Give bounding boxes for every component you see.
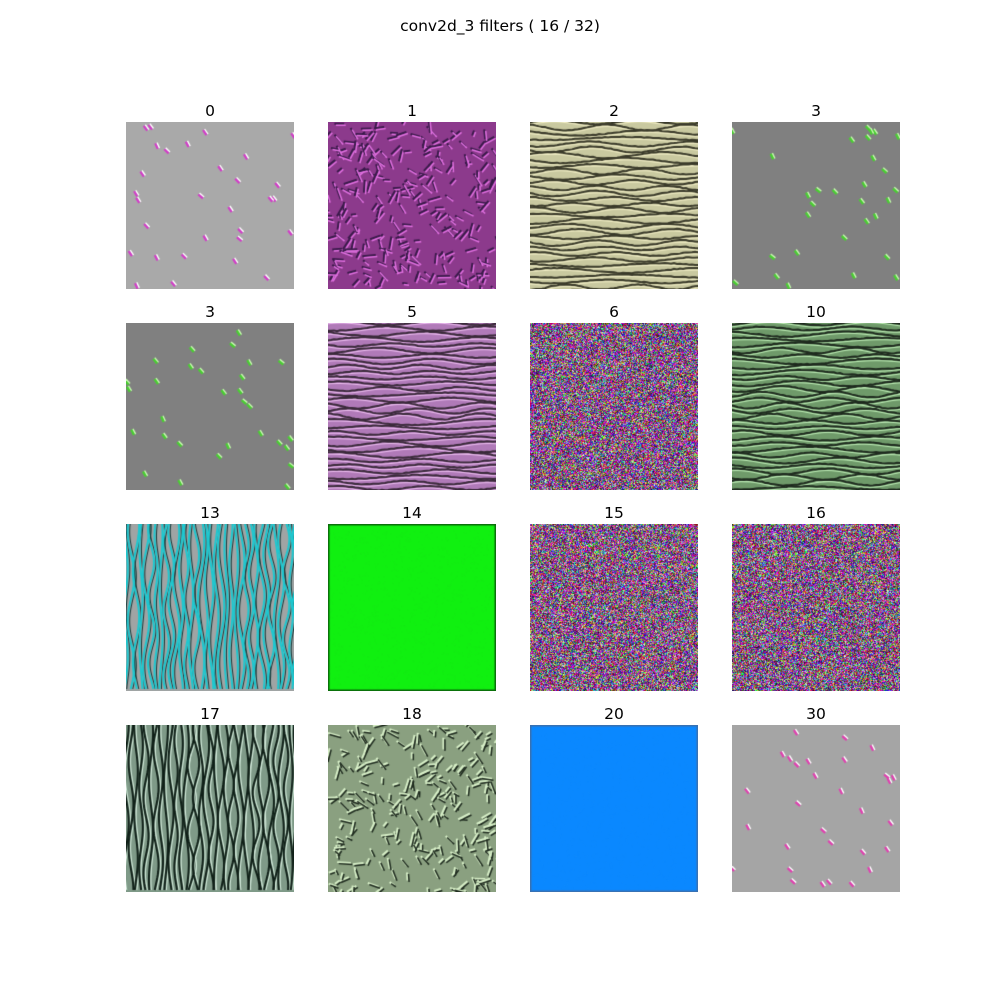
filter-index-label: 30 (806, 705, 826, 723)
filter-index-label: 14 (402, 504, 422, 522)
filter-panel: 14 (328, 503, 496, 691)
filter-panel: 13 (126, 503, 294, 691)
filter-visualization-image (126, 524, 294, 691)
filter-index-label: 3 (205, 303, 215, 321)
filter-index-label: 13 (200, 504, 220, 522)
filter-panel: 30 (732, 704, 900, 892)
filter-index-label: 18 (402, 705, 422, 723)
filter-index-label: 5 (407, 303, 417, 321)
filter-visualization-image (328, 725, 496, 892)
filter-panel: 0 (126, 101, 294, 289)
filter-index-label: 3 (811, 102, 821, 120)
filter-index-label: 16 (806, 504, 826, 522)
filter-visualization-image (530, 524, 698, 691)
filter-visualization-image (328, 323, 496, 490)
filter-panel: 10 (732, 302, 900, 490)
filter-index-label: 15 (604, 504, 624, 522)
filter-visualization-image (126, 725, 294, 892)
filter-index-label: 17 (200, 705, 220, 723)
filter-index-label: 20 (604, 705, 624, 723)
filter-visualization-image (328, 524, 496, 691)
filter-panel: 18 (328, 704, 496, 892)
filter-visualization-image (126, 122, 294, 289)
filter-index-label: 6 (609, 303, 619, 321)
filter-index-label: 10 (806, 303, 826, 321)
filter-visualization-image (328, 122, 496, 289)
filter-visualization-image (126, 323, 294, 490)
filter-visualization-image (530, 323, 698, 490)
filter-index-label: 0 (205, 102, 215, 120)
figure-title: conv2d_3 filters ( 16 / 32) (400, 17, 600, 35)
filter-visualization-image (530, 122, 698, 289)
filter-index-label: 2 (609, 102, 619, 120)
filter-panel: 6 (530, 302, 698, 490)
filter-panel: 2 (530, 101, 698, 289)
filter-panel: 15 (530, 503, 698, 691)
filter-visualization-image (530, 725, 698, 892)
filter-panel: 17 (126, 704, 294, 892)
filter-index-label: 1 (407, 102, 417, 120)
filter-visualization-image (732, 524, 900, 691)
filter-visualization-image (732, 725, 900, 892)
filter-panel: 3 (732, 101, 900, 289)
filter-panel: 16 (732, 503, 900, 691)
filter-visualization-image (732, 323, 900, 490)
filter-panel: 1 (328, 101, 496, 289)
filter-visualization-image (732, 122, 900, 289)
filter-panel: 3 (126, 302, 294, 490)
filter-panel: 20 (530, 704, 698, 892)
filter-panel: 5 (328, 302, 496, 490)
